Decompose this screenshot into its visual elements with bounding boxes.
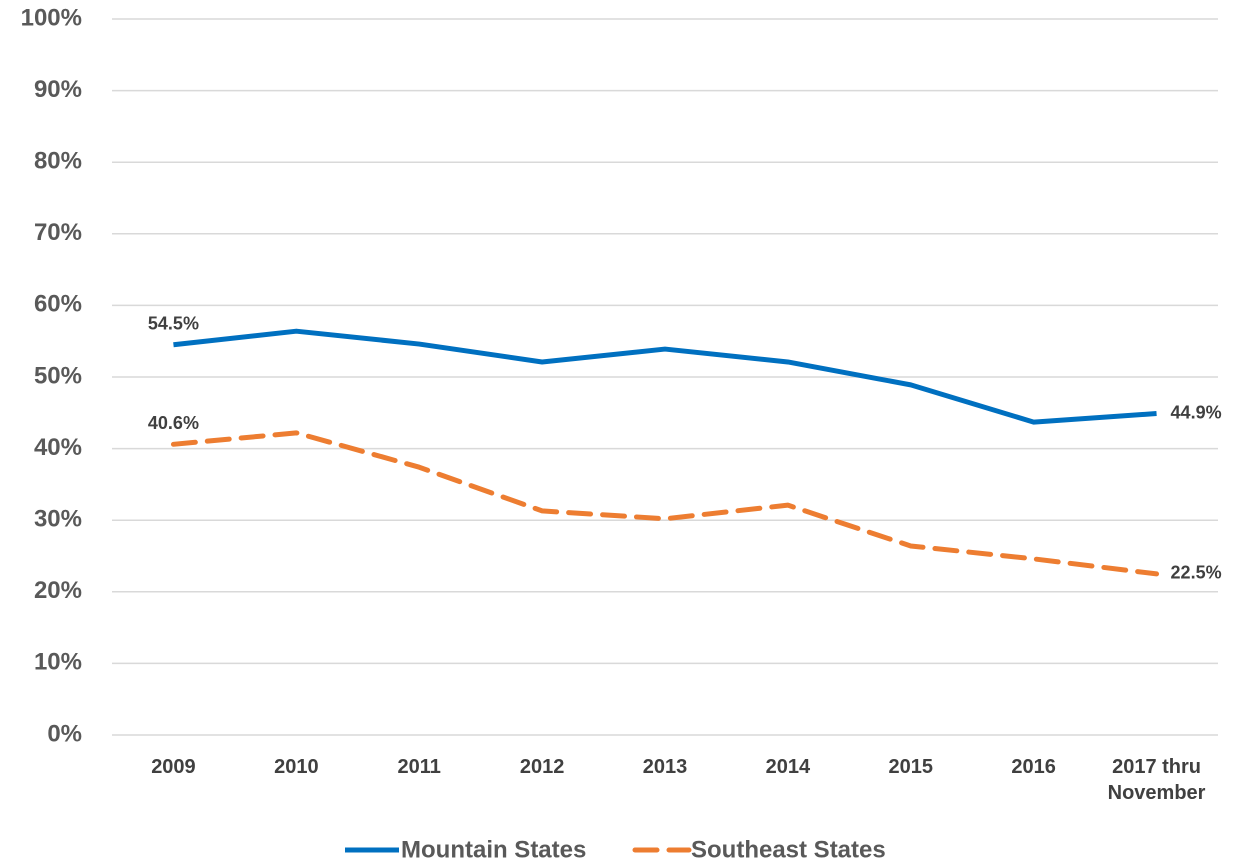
x-tick-label: 2017 thru November	[1107, 756, 1206, 804]
y-tick-label: 70%	[34, 219, 82, 246]
y-tick-label: 30%	[34, 506, 82, 533]
data-label: 54.5%	[148, 314, 199, 334]
y-tick-label: 60%	[34, 291, 82, 318]
x-tick-label: 2009	[151, 756, 196, 778]
legend-label: Mountain States	[401, 836, 586, 863]
data-label: 44.9%	[1171, 402, 1222, 422]
x-tick-label: 2013	[642, 756, 688, 778]
x-tick-label: 2015	[888, 756, 934, 778]
legend-label: Southeast States	[691, 836, 886, 863]
data-label: 22.5%	[1171, 563, 1222, 583]
y-tick-label: 10%	[34, 649, 82, 676]
series-line	[170, 430, 1160, 577]
y-tick-label: 0%	[47, 720, 82, 747]
y-tick-label: 80%	[34, 148, 82, 175]
y-tick-label: 100%	[21, 4, 82, 31]
y-tick-label: 20%	[34, 577, 82, 604]
data-label: 40.6%	[148, 413, 199, 433]
y-tick-label: 50%	[34, 362, 82, 389]
y-tick-label: 90%	[34, 76, 82, 103]
y-tick-label: 40%	[34, 434, 82, 461]
x-tick-label: 2011	[397, 756, 441, 778]
series-line	[173, 328, 1157, 425]
x-tick-label: 2012	[519, 756, 565, 778]
x-tick-label: 2016	[1011, 756, 1056, 778]
x-tick-label: 2010	[274, 756, 319, 778]
x-tick-label: 2014	[765, 756, 811, 778]
